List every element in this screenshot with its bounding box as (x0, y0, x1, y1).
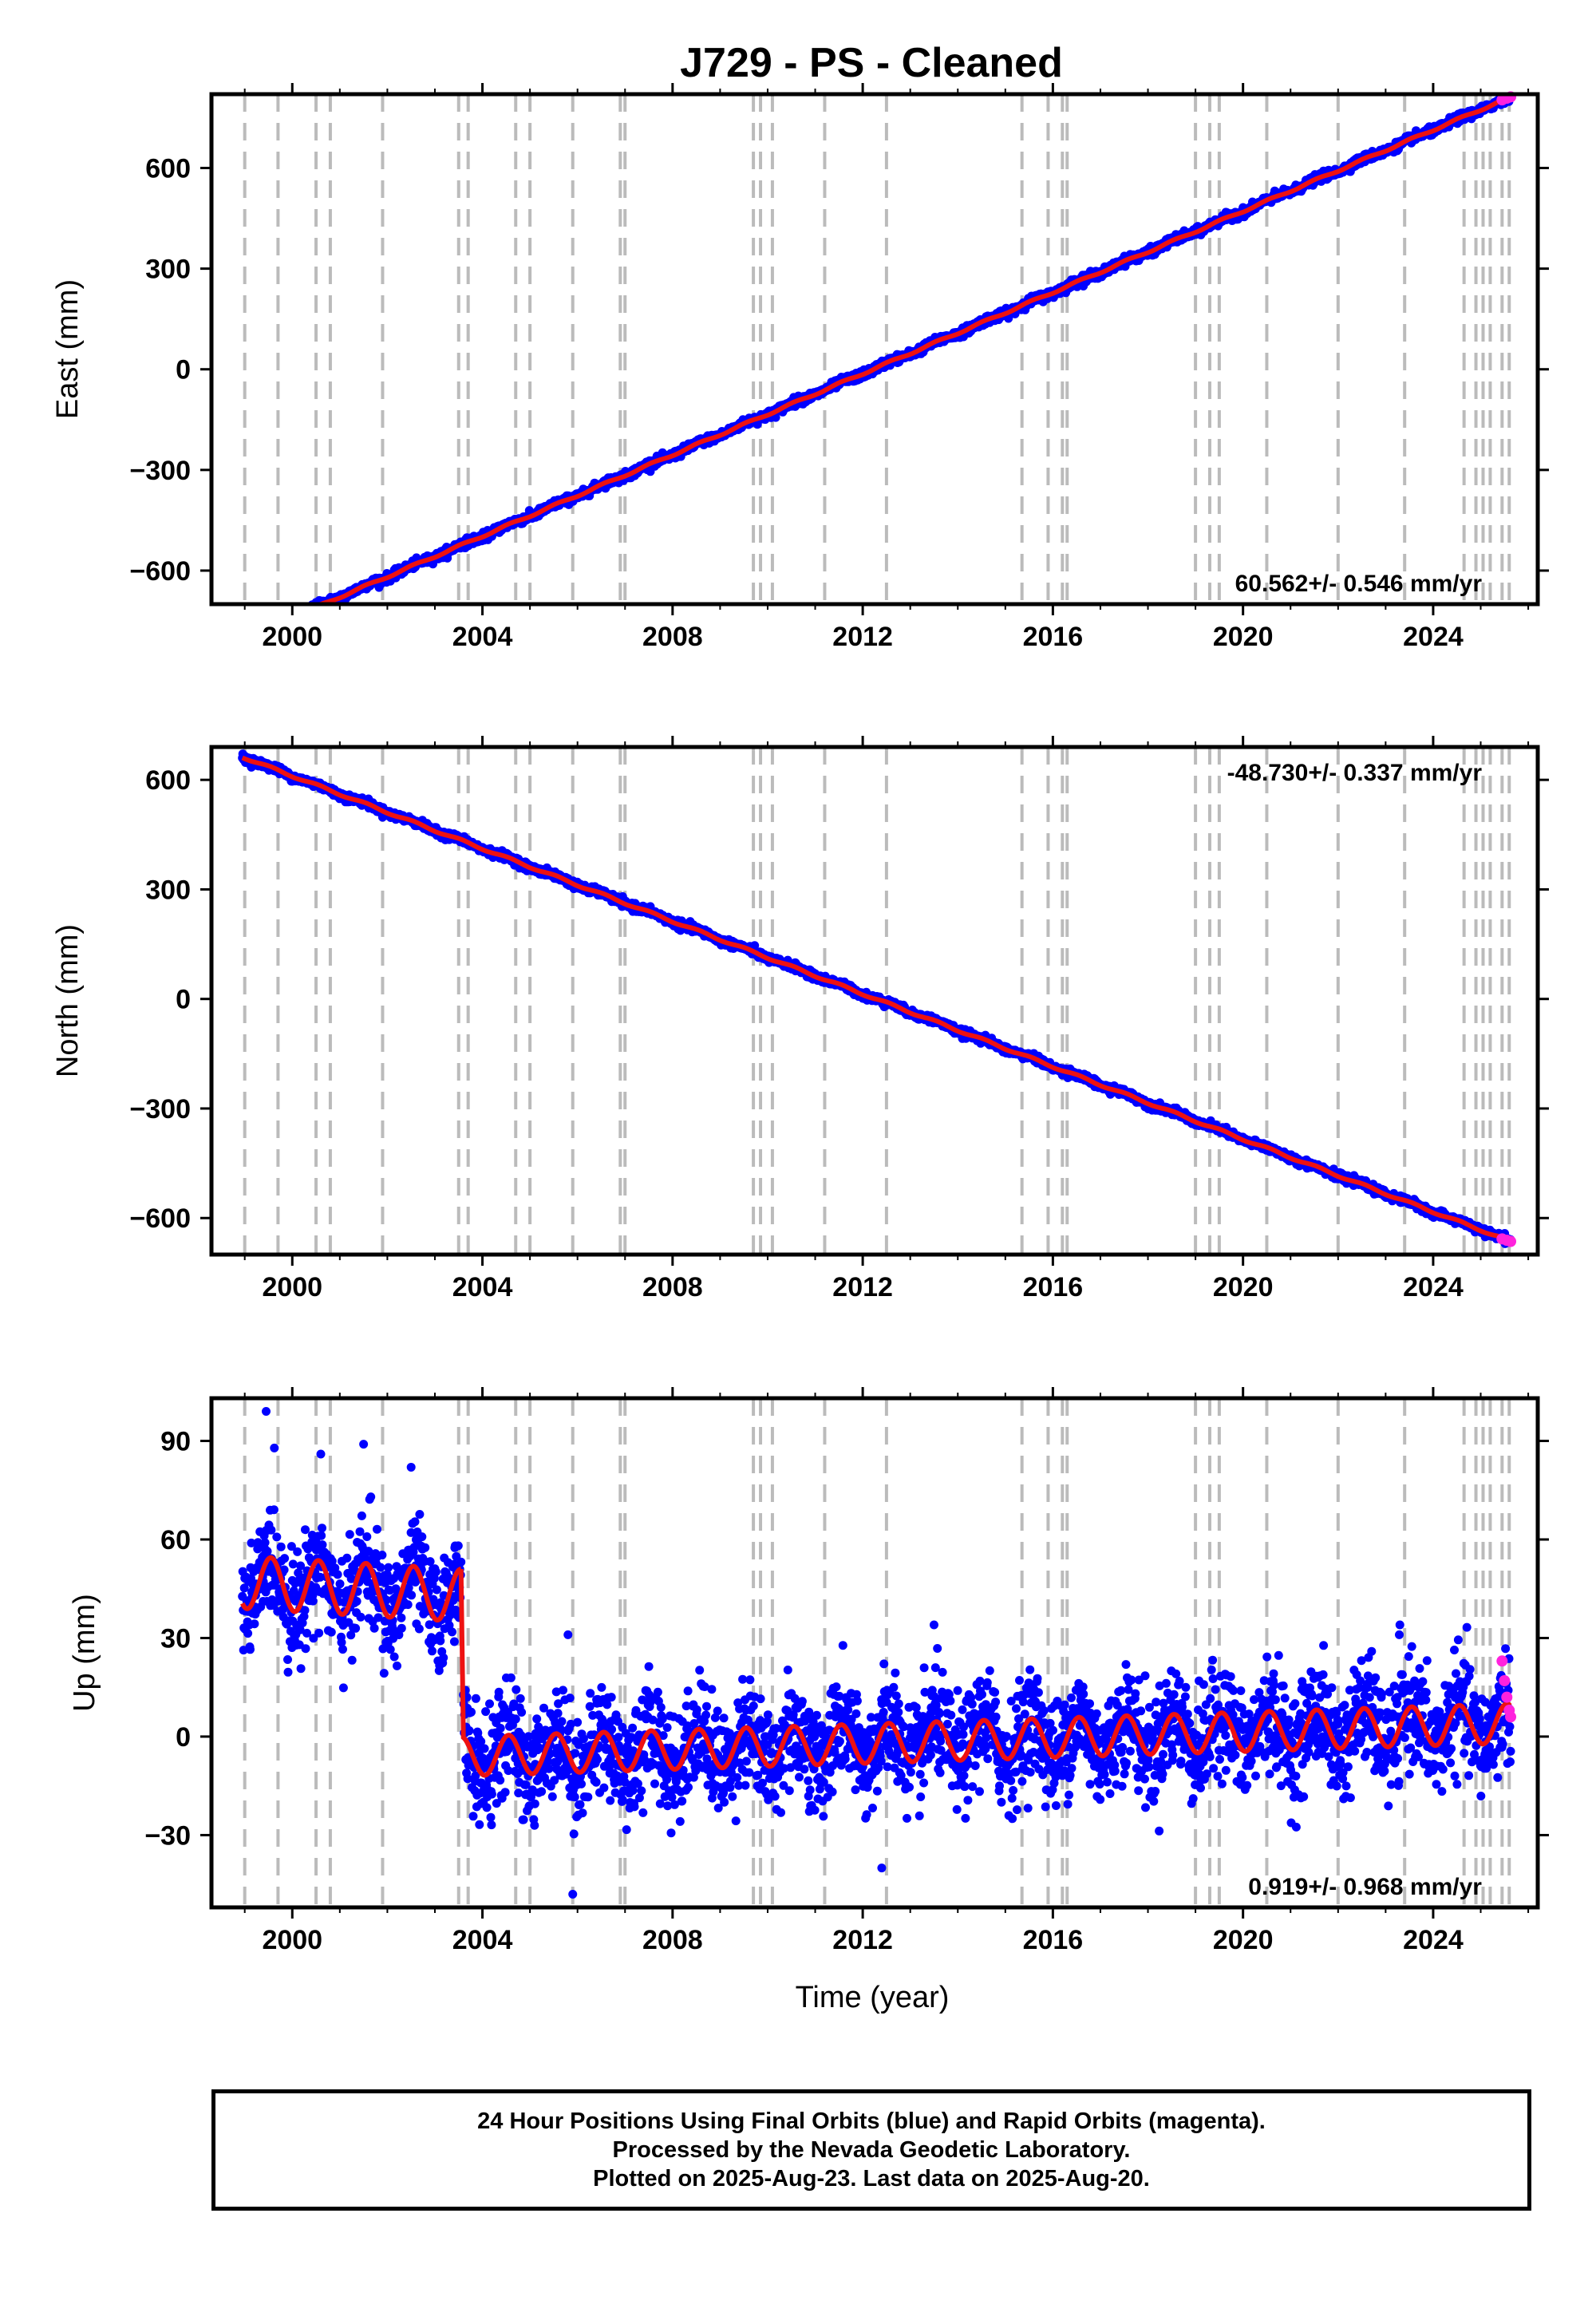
data-point (242, 633, 251, 642)
data-point (292, 611, 301, 619)
data-point (282, 613, 290, 622)
data-point (246, 632, 255, 641)
x-tick-label: 2016 (1023, 622, 1084, 652)
data-point (245, 635, 254, 644)
chart-title: J729 - PS - Cleaned (680, 40, 1063, 86)
data-point (298, 610, 306, 619)
model-line (314, 94, 1512, 604)
y-tick-label: 300 (145, 255, 191, 285)
data-point (299, 606, 308, 615)
data-point (302, 609, 311, 618)
panel-east: 2000 2004 2008 2012 2016 2020 2024 −600 −300 0 300… (51, 83, 1549, 652)
data-point (248, 630, 257, 639)
x-tick-label: 2008 (642, 622, 703, 652)
data-point (300, 609, 309, 618)
data-point (248, 633, 257, 642)
y-tick-label: −600 (129, 556, 191, 587)
data-point (250, 628, 259, 637)
data-point (243, 633, 252, 642)
data-point (251, 630, 260, 639)
data-point (243, 635, 251, 644)
data-point (293, 613, 302, 622)
data-point (247, 632, 255, 641)
data-point (299, 610, 308, 619)
data-point (247, 630, 256, 638)
data-point (245, 633, 254, 642)
plot-frame (209, 92, 1540, 607)
panels: 2000 2004 2008 2012 2016 2020 2024 −600 −300 0 300… (51, 83, 1549, 1955)
x-tick-label: 2004 (452, 622, 513, 652)
data-point (243, 634, 251, 643)
x-tick-label: 2000 (262, 622, 322, 652)
data-point (295, 611, 304, 619)
data-point (253, 630, 262, 639)
data-point (305, 607, 314, 615)
data-point (239, 632, 248, 641)
data-point (289, 611, 298, 619)
panel-north: 2000 2004 2008 2012 2016 2020 2024−600−3000300… (51, 736, 1549, 1302)
data-point (242, 638, 251, 646)
data-point (247, 630, 256, 638)
data-point (251, 630, 259, 639)
data-point (251, 627, 260, 636)
data-point (241, 633, 250, 642)
data-point (294, 612, 303, 621)
data-point (294, 614, 302, 622)
data-point (238, 636, 247, 645)
data-point (239, 634, 248, 642)
y-tick-label: 0 (176, 355, 191, 385)
y-axis-label: East (mm) (51, 279, 85, 419)
data-point (240, 635, 249, 644)
x-tick-label: 2024 (1403, 622, 1464, 652)
data-point (246, 630, 255, 639)
data-point (302, 607, 310, 616)
data-point (296, 609, 305, 618)
data-point (298, 607, 307, 615)
data-point (301, 607, 310, 615)
data-point (294, 606, 303, 615)
data-point (254, 626, 263, 634)
data-point (243, 635, 252, 644)
data-point (297, 611, 306, 619)
data-point (293, 613, 302, 622)
y-tick-label: −300 (129, 456, 191, 486)
data-point (302, 606, 310, 615)
data-point (249, 627, 258, 636)
data-point (304, 606, 313, 615)
data-point (248, 632, 257, 641)
data-point (251, 629, 259, 638)
data-point (240, 634, 249, 642)
data-point (294, 610, 302, 619)
y-tick-label: 600 (145, 153, 191, 184)
data-point (239, 636, 247, 645)
data-point (252, 634, 261, 642)
data-point (244, 632, 253, 641)
data-point (298, 610, 307, 619)
data-point (295, 610, 304, 619)
data-point (250, 628, 259, 637)
data-point (241, 634, 250, 642)
data-point (302, 607, 311, 616)
data-point (247, 630, 255, 639)
data-point (296, 613, 305, 622)
data-point (252, 630, 261, 638)
data-point (286, 611, 295, 620)
data-point (297, 611, 306, 619)
data-point (281, 613, 290, 622)
data-point (302, 608, 311, 617)
rate-annotation: 60.562+/- 0.546 mm/yr (1235, 571, 1483, 597)
x-tick-label: 2020 (1213, 622, 1274, 652)
data-point (303, 609, 312, 618)
data-point (298, 612, 306, 621)
data-point (301, 608, 310, 617)
data-point (239, 633, 247, 642)
data-point (308, 606, 317, 615)
data-point (244, 634, 253, 643)
data-point (249, 628, 258, 637)
model-east (314, 94, 1512, 604)
data-point (253, 629, 262, 638)
x-tick-label: 2012 (832, 622, 893, 652)
